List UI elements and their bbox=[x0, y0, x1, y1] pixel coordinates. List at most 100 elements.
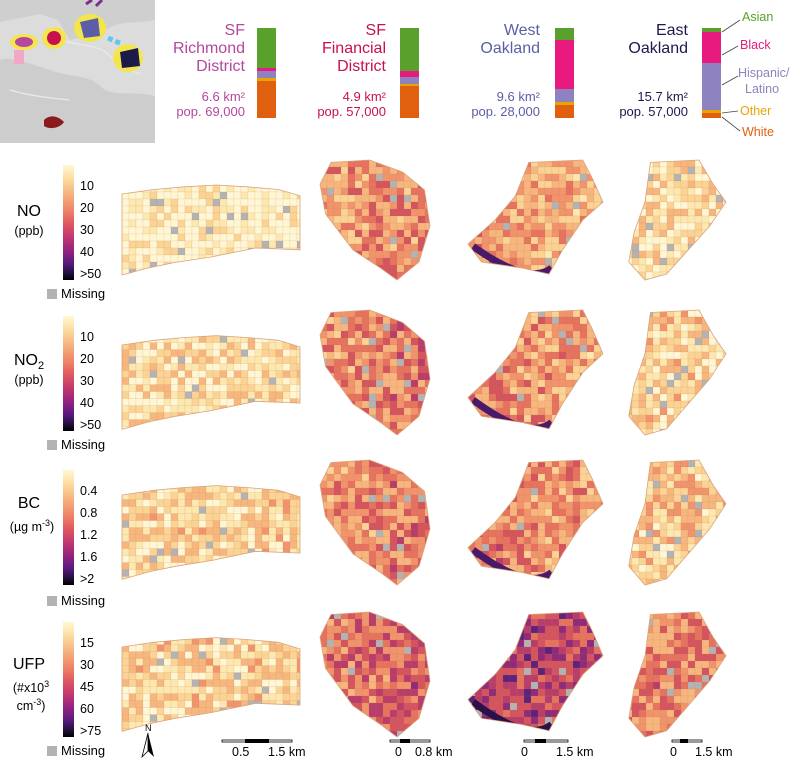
no-tick-0: 10 bbox=[80, 179, 94, 193]
row-ufp-label: UFP bbox=[13, 656, 45, 673]
map-east_oakland-no bbox=[628, 159, 727, 281]
scalebar-west-oakland-bar bbox=[523, 739, 569, 743]
map-west_oakland-no2 bbox=[467, 309, 604, 430]
bc-tick-2: 1.2 bbox=[80, 528, 98, 542]
financial-composition-bar bbox=[400, 28, 419, 118]
map-west_oakland-bc bbox=[467, 459, 604, 580]
bc-tick-0: 0.4 bbox=[80, 484, 98, 498]
no2-tick-2: 30 bbox=[80, 374, 94, 388]
composition-segment-black bbox=[257, 67, 276, 72]
map-richmond-ufp bbox=[121, 637, 301, 732]
map-richmond-bc bbox=[121, 485, 301, 580]
no-tick-3: 40 bbox=[80, 245, 94, 259]
row-no-label: NO bbox=[17, 203, 41, 220]
row-ufp-unit: (#x103 cm-3) bbox=[12, 679, 50, 714]
scalebar-west-oakland-b: 1.5 km bbox=[556, 745, 594, 759]
map-financial-ufp bbox=[319, 611, 431, 738]
east-oakland-composition-bar bbox=[702, 28, 721, 118]
scalebar-richmond-b: 1.5 km bbox=[268, 745, 306, 759]
east-oakland-name: East Oakland bbox=[628, 22, 688, 57]
north-arrow-icon bbox=[141, 732, 154, 759]
row-bc-label: BC bbox=[17, 495, 41, 512]
west-oakland-stats: 9.6 km² pop. 28,000 bbox=[471, 89, 540, 119]
east-oakland-stats: 15.7 km² pop. 57,000 bbox=[619, 89, 688, 119]
no2-tick-1: 20 bbox=[80, 352, 94, 366]
ufp-tick-2: 45 bbox=[80, 680, 94, 694]
row-bc-unit: (µg m-3) bbox=[9, 518, 55, 535]
composition-segment-black bbox=[400, 71, 419, 78]
richmond-composition-bar bbox=[257, 28, 276, 118]
north-label: N bbox=[145, 723, 152, 733]
inset-locator-map bbox=[0, 0, 155, 143]
composition-segment-hispanic bbox=[257, 71, 276, 79]
composition-segment-other bbox=[555, 101, 574, 106]
no-missing-legend: Missing bbox=[47, 287, 105, 301]
scalebar-east-oakland-a: 0 bbox=[670, 745, 677, 759]
legend-asian: Asian bbox=[742, 10, 774, 24]
map-west_oakland-ufp bbox=[467, 611, 604, 732]
west-oakland-name: West Oakland bbox=[480, 22, 540, 57]
bc-tick-3: 1.6 bbox=[80, 550, 98, 564]
scalebar-richmond-bar bbox=[221, 739, 293, 743]
scalebar-financial-bar bbox=[389, 739, 431, 743]
no2-tick-4: >50 bbox=[80, 418, 102, 432]
no2-tick-3: 40 bbox=[80, 396, 94, 410]
no2-missing-legend: Missing bbox=[47, 438, 105, 452]
composition-segment-other bbox=[400, 83, 419, 87]
richmond-name: SF Richmond District bbox=[172, 22, 245, 75]
ufp-tick-3: 60 bbox=[80, 702, 94, 716]
composition-segment-hispanic bbox=[555, 89, 574, 102]
scalebar-east-oakland-b: 1.5 km bbox=[695, 745, 733, 759]
composition-segment-hispanic bbox=[702, 63, 721, 110]
west-oakland-composition-bar bbox=[555, 28, 574, 118]
ufp-tick-0: 15 bbox=[80, 636, 94, 650]
map-west_oakland-no bbox=[467, 159, 604, 275]
no2-tick-0: 10 bbox=[80, 330, 94, 344]
composition-segment-white bbox=[400, 86, 419, 118]
composition-segment-black bbox=[702, 31, 721, 64]
composition-segment-other bbox=[257, 78, 276, 82]
bc-missing-legend: Missing bbox=[47, 594, 105, 608]
no-tick-4: >50 bbox=[80, 267, 102, 281]
map-financial-bc bbox=[319, 459, 431, 586]
bc-tick-1: 0.8 bbox=[80, 506, 98, 520]
map-financial-no bbox=[319, 159, 431, 281]
financial-name: SF Financial District bbox=[321, 22, 386, 75]
scalebar-east-oakland-bar bbox=[671, 739, 703, 743]
legend-hispanic-1: Hispanic/ bbox=[738, 66, 790, 80]
composition-segment-asian bbox=[400, 28, 419, 72]
richmond-stats: 6.6 km² pop. 69,000 bbox=[176, 89, 245, 119]
composition-segment-asian bbox=[257, 28, 276, 68]
scalebar-financial-b: 0.8 km bbox=[415, 745, 453, 759]
row-no2-unit: (ppb) bbox=[14, 373, 44, 387]
composition-segment-white bbox=[257, 81, 276, 118]
composition-segment-asian bbox=[702, 28, 721, 32]
map-east_oakland-bc bbox=[628, 459, 727, 586]
row-no2-label: NO2 bbox=[13, 352, 45, 373]
composition-segment-other bbox=[702, 109, 721, 114]
financial-stats: 4.9 km² pop. 57,000 bbox=[317, 89, 386, 119]
composition-segment-hispanic bbox=[400, 77, 419, 84]
legend-hispanic-2: Latino bbox=[745, 82, 780, 96]
composition-segment-white bbox=[702, 113, 721, 118]
map-east_oakland-no2 bbox=[628, 309, 727, 436]
ufp-tick-1: 30 bbox=[80, 658, 94, 672]
bc-colorbar bbox=[63, 470, 74, 585]
no2-colorbar bbox=[63, 316, 74, 431]
composition-segment-white bbox=[555, 105, 574, 118]
scalebar-richmond-a: 0.5 bbox=[232, 745, 250, 759]
map-richmond-no2 bbox=[121, 335, 301, 430]
no-colorbar bbox=[63, 165, 74, 280]
no-tick-1: 20 bbox=[80, 201, 94, 215]
legend-leader-lines bbox=[721, 19, 741, 132]
ufp-tick-4: >75 bbox=[80, 724, 102, 738]
row-no-unit: (ppb) bbox=[14, 224, 44, 238]
scalebar-financial-a: 0 bbox=[395, 745, 402, 759]
legend-white: White bbox=[742, 125, 774, 139]
map-east_oakland-ufp bbox=[628, 611, 727, 738]
legend-other: Other bbox=[740, 104, 772, 118]
composition-segment-black bbox=[555, 39, 574, 90]
no-tick-2: 30 bbox=[80, 223, 94, 237]
scalebar-west-oakland-a: 0 bbox=[521, 745, 528, 759]
